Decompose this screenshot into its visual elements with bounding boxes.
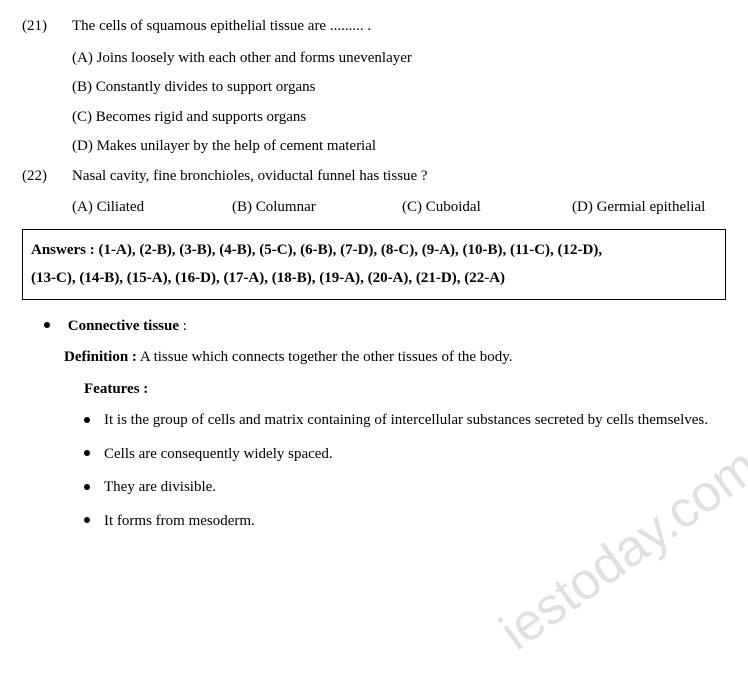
answers-line2: (13-C), (14-B), (15-A), (16-D), (17-A), … xyxy=(31,270,505,286)
bullet-icon xyxy=(84,450,90,456)
q22-number: (22) xyxy=(22,164,72,190)
q22-option-d: (D) Germial epithelial xyxy=(572,195,726,221)
feature-2-text: Cells are consequently widely spaced. xyxy=(104,446,333,462)
features-list: It is the group of cells and matrix cont… xyxy=(84,408,726,534)
section-header: Connective tissue : xyxy=(44,314,726,340)
q21-option-d: (D) Makes unilayer by the help of cement… xyxy=(72,134,726,160)
q21-option-a: (A) Joins loosely with each other and fo… xyxy=(72,46,726,72)
question-21: (21) The cells of squamous epithelial ti… xyxy=(22,14,726,40)
section-colon: : xyxy=(179,318,187,334)
answers-line1: (1-A), (2-B), (3-B), (4-B), (5-C), (6-B)… xyxy=(95,242,602,258)
feature-4-text: It forms from mesoderm. xyxy=(104,513,255,529)
feature-1-text: It is the group of cells and matrix cont… xyxy=(104,412,708,428)
bullet-icon xyxy=(84,517,90,523)
q22-option-a: (A) Ciliated xyxy=(72,195,232,221)
bullet-icon xyxy=(84,417,90,423)
q22-options-row: (A) Ciliated (B) Columnar (C) Cuboidal (… xyxy=(72,195,726,221)
q22-option-c: (C) Cuboidal xyxy=(402,195,572,221)
feature-item-2: Cells are consequently widely spaced. xyxy=(84,442,726,468)
q21-text: The cells of squamous epithelial tissue … xyxy=(72,14,726,40)
definition-label: Definition : xyxy=(64,349,137,365)
q21-option-c: (C) Becomes rigid and supports organs xyxy=(72,105,726,131)
q21-number: (21) xyxy=(22,14,72,40)
q22-text: Nasal cavity, fine bronchioles, oviducta… xyxy=(72,164,726,190)
q22-option-b: (B) Columnar xyxy=(232,195,402,221)
features-label: Features : xyxy=(84,377,726,403)
bullet-icon xyxy=(44,322,50,328)
answers-label: Answers : xyxy=(31,242,95,258)
q21-option-b: (B) Constantly divides to support organs xyxy=(72,75,726,101)
feature-item-1: It is the group of cells and matrix cont… xyxy=(84,408,726,434)
question-22: (22) Nasal cavity, fine bronchioles, ovi… xyxy=(22,164,726,190)
definition-text: A tissue which connects together the oth… xyxy=(137,349,513,365)
section-title: Connective tissue xyxy=(68,318,179,334)
feature-item-3: They are divisible. xyxy=(84,475,726,501)
answers-box: Answers : (1-A), (2-B), (3-B), (4-B), (5… xyxy=(22,229,726,300)
feature-item-4: It forms from mesoderm. xyxy=(84,509,726,535)
definition-row: Definition : A tissue which connects tog… xyxy=(64,345,726,371)
feature-3-text: They are divisible. xyxy=(104,479,216,495)
bullet-icon xyxy=(84,484,90,490)
